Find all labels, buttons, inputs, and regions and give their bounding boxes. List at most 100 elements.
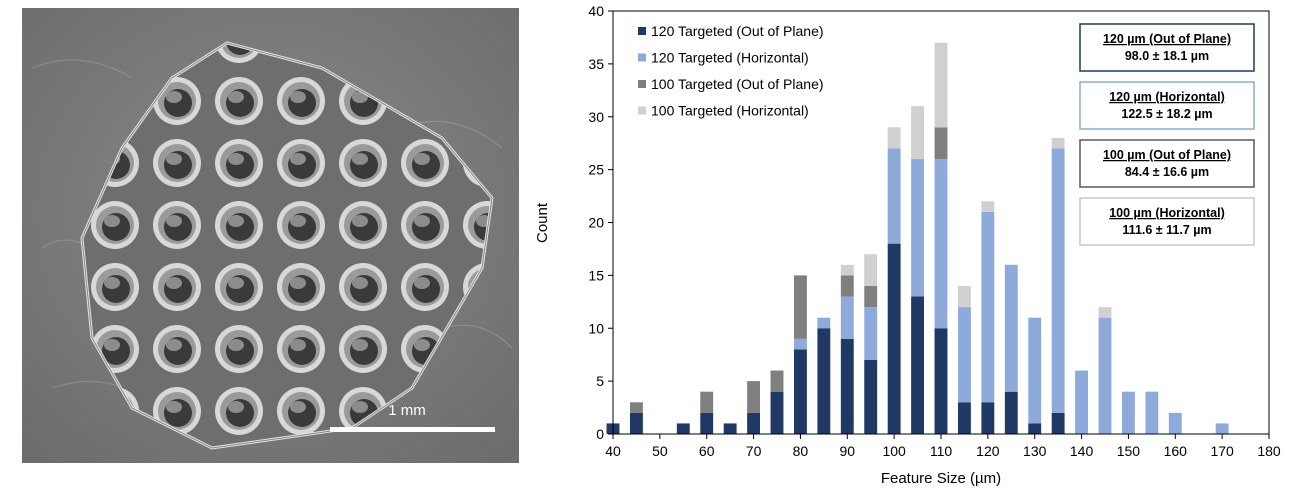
bar-hor100-105	[911, 106, 925, 160]
x-tick-label: 130	[1023, 443, 1047, 459]
x-tick-label: 90	[839, 443, 855, 459]
bar-oop120-130	[1028, 423, 1042, 434]
y-tick-label: 5	[596, 373, 604, 389]
bar-oop100-80	[793, 275, 807, 339]
legend-swatch-oop120	[638, 27, 646, 35]
y-tick-label: 25	[588, 162, 604, 178]
bar-hor100-110	[934, 42, 948, 128]
legend-swatch-oop100	[638, 80, 646, 88]
x-tick-label: 110	[930, 443, 953, 459]
stat-box-title: 100 µm (Horizontal)	[1109, 206, 1225, 220]
bar-oop120-110	[934, 328, 948, 434]
legend-label-hor100: 100 Targeted (Horizontal)	[651, 103, 809, 119]
bar-hor120-90	[840, 296, 854, 339]
bar-hor120-100	[887, 148, 901, 244]
stat-box-value: 122.5 ± 18.2 µm	[1121, 107, 1212, 121]
stat-box-value: 98.0 ± 18.1 µm	[1125, 49, 1209, 63]
scale-bar-label: 1 mm	[388, 402, 426, 419]
bar-oop120-135	[1051, 412, 1065, 434]
x-tick-label: 150	[1117, 443, 1141, 459]
y-tick-label: 20	[588, 215, 604, 231]
x-tick-label: 120	[976, 443, 1000, 459]
bar-hor120-150	[1121, 391, 1135, 434]
bar-hor100-135	[1051, 137, 1065, 149]
bar-oop100-95	[864, 285, 878, 308]
y-tick-label: 10	[588, 320, 604, 336]
scale-bar	[330, 427, 495, 432]
bar-oop120-95	[864, 359, 878, 434]
bar-hor120-145	[1098, 317, 1112, 434]
bar-hor120-115	[957, 307, 971, 403]
bar-oop100-75	[770, 370, 784, 392]
x-axis-title: Feature Size (µm)	[881, 470, 1001, 487]
stat-box-title: 120 µm (Out of Plane)	[1103, 32, 1231, 46]
x-tick-label: 160	[1164, 443, 1188, 459]
stat-box-value: 111.6 ± 11.7 µm	[1122, 223, 1211, 237]
bar-oop120-105	[911, 296, 925, 434]
bar-oop120-45	[629, 412, 643, 434]
stat-box-title: 100 µm (Out of Plane)	[1103, 148, 1231, 162]
bar-hor120-95	[864, 307, 878, 360]
bar-hor100-100	[887, 127, 901, 149]
bar-hor120-130	[1028, 317, 1042, 424]
bar-hor120-135	[1051, 148, 1065, 413]
bar-oop120-120	[981, 402, 995, 434]
x-tick-label: 70	[746, 443, 762, 459]
bar-oop100-60	[700, 391, 714, 413]
bar-hor120-80	[793, 338, 807, 350]
bar-oop120-70	[747, 412, 761, 434]
bar-oop120-85	[817, 328, 831, 434]
bar-hor120-160	[1168, 412, 1182, 434]
histogram-chart: 0 5 10 15 20 25 30 35 40 40 50 60 70 80 90 100 110 120 130…	[534, 3, 1281, 487]
bar-oop120-100	[887, 243, 901, 434]
bar-oop100-90	[840, 275, 854, 297]
bar-oop120-125	[1004, 391, 1018, 434]
bar-hor100-90	[840, 264, 854, 276]
bar-hor120-125	[1004, 264, 1018, 392]
legend-swatch-hor100	[638, 106, 646, 115]
stat-box-hor120	[1079, 81, 1255, 130]
y-tick-label: 0	[596, 426, 604, 442]
y-tick-label: 35	[588, 56, 604, 72]
bar-hor120-120	[981, 211, 995, 403]
x-tick-label: 170	[1210, 443, 1234, 459]
bar-hor100-120	[981, 201, 995, 212]
bar-hor120-110	[934, 159, 948, 329]
histogram-panel: 0 5 10 15 20 25 30 35 40 40 50 60 70 80 90 100 110 120 130…	[525, 0, 1292, 493]
bar-hor120-105	[911, 159, 925, 297]
bar-oop120-55	[676, 423, 690, 434]
bar-oop100-70	[747, 381, 761, 413]
stat-box-hor100	[1079, 197, 1255, 246]
bar-oop120-115	[957, 402, 971, 434]
legend-label-oop100: 100 Targeted (Out of Plane)	[651, 76, 824, 92]
x-tick-label: 40	[605, 443, 621, 459]
x-tick-label: 60	[699, 443, 715, 459]
bar-hor120-85	[817, 317, 831, 329]
x-tick-label: 50	[652, 443, 668, 459]
y-tick-label: 30	[588, 109, 604, 125]
bar-oop120-75	[770, 391, 784, 434]
bar-oop120-65	[723, 423, 737, 434]
legend-label-hor120: 120 Targeted (Horizontal)	[651, 50, 809, 66]
bar-hor100-95	[864, 254, 878, 286]
sem-image: 1 mm	[22, 8, 519, 463]
stat-box-value: 84.4 ± 16.6 µm	[1125, 165, 1209, 179]
legend-swatch-hor120	[638, 53, 646, 62]
x-tick-label: 80	[793, 443, 809, 459]
x-tick-label: 180	[1257, 443, 1281, 459]
x-tick-label: 140	[1070, 443, 1094, 459]
bar-oop100-110	[934, 127, 948, 160]
legend-label-oop120: 120 Targeted (Out of Plane)	[651, 23, 824, 39]
bar-oop100-45	[629, 402, 643, 413]
bar-oop120-90	[840, 338, 854, 434]
bar-hor100-145	[1098, 307, 1112, 318]
y-tick-label: 15	[588, 267, 604, 283]
bar-hor120-140	[1075, 370, 1089, 434]
bar-hor120-155	[1145, 391, 1159, 434]
stat-box-oop100	[1079, 139, 1255, 188]
bar-oop120-60	[700, 412, 714, 434]
sem-micrograph: 1 mm	[22, 8, 519, 463]
y-axis-title: Count	[534, 202, 551, 243]
bar-hor120-170	[1215, 423, 1229, 434]
x-tick-label: 100	[882, 443, 906, 459]
